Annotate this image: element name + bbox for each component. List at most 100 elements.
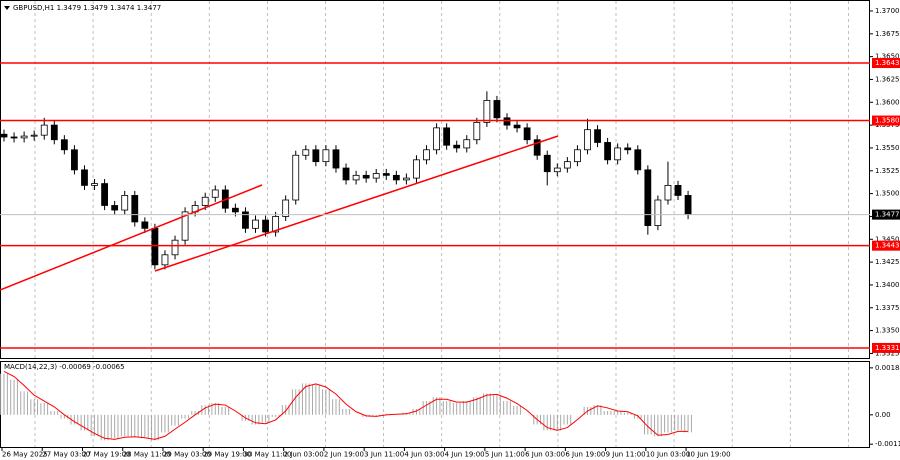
candle-body [0,133,8,138]
level-label: 1.3331 [875,344,900,352]
candle-body [634,149,642,171]
x-tick-label: 27 May 19:00 [82,451,130,459]
x-tick-label: 29 May 19:00 [203,451,251,459]
candle-body [624,147,632,151]
candle-body [201,196,209,206]
y-tick-label: 1.3500 [875,190,900,198]
candle-body [684,195,692,216]
candle-body [413,159,420,179]
candle-body [644,169,652,226]
y-tick-label: 1.3425 [875,258,900,266]
x-tick-label: 29 May 03:00 [163,451,211,459]
candle-body [282,199,290,217]
x-tick-label: 4 Jun 19:00 [445,451,485,459]
candle-body [171,239,179,256]
y-tick-label: 1.3350 [875,327,900,335]
candle-body [252,219,259,229]
candle-body [382,173,390,176]
candle-body [91,183,98,186]
x-tick-label: 6 Jun 19:00 [565,451,605,459]
x-tick-label: 10 Jun 03:00 [646,451,690,459]
y-tick-label: 1.3375 [875,304,900,312]
candle-body [423,149,430,161]
candle-body [71,149,78,171]
level-label-box [872,342,900,353]
candle-body [553,167,561,173]
level-label-box [872,115,900,126]
candle-body [292,154,300,201]
y-tick-label: 1.3525 [875,167,900,175]
x-tick-label: 10 Jun 19:00 [686,451,730,459]
y-tick-label: 1.3400 [875,281,900,289]
collapse-icon[interactable] [4,6,10,10]
candle-body [604,142,611,161]
candle-body [463,139,471,149]
candle-body [10,136,18,139]
candle-body [101,183,108,206]
candle-body [60,139,68,151]
candle-body [272,216,280,233]
y-tick-label: 0.00184 [875,364,900,372]
x-tick-label: 30 May 11:00 [243,451,291,459]
y-tick-label: 0.00 [875,411,891,419]
candle-body [302,149,310,156]
candle-body [674,184,682,196]
candle-body [654,199,662,226]
candle-body [563,161,571,169]
candle-body [392,174,400,181]
candle-body [614,147,622,161]
candle-body [262,219,269,233]
y-tick-label: 1.3325 [875,349,900,357]
candle-body [493,100,501,119]
y-tick-label: -0.00115 [875,440,900,448]
trend-line [0,184,263,291]
candle-body [594,129,601,143]
last-price-label: 1.3477 [875,211,900,219]
candle-body [503,117,511,126]
candle-body [312,149,320,163]
candle-body [141,221,149,229]
candle-body [131,195,139,223]
candle-body [30,134,38,137]
macd-panel-frame [0,361,870,448]
y-tick-label: 1.3700 [875,7,900,15]
candle-body [543,154,551,173]
y-tick-label: 1.3550 [875,144,900,152]
price-panel [0,91,692,270]
x-tick-label: 6 Jun 03:00 [525,451,565,459]
level-label: 1.3443 [875,242,900,250]
candle-body [584,129,591,151]
candle-body [151,227,159,266]
candle-body [402,177,410,181]
y-tick-label: 1.3625 [875,75,900,83]
level-label: 1.3580 [875,117,900,125]
candle-body [433,127,440,151]
candle-body [161,254,169,266]
x-tick-label: 2 Jun 03:00 [284,451,324,459]
y-tick-label: 1.3450 [875,235,900,243]
candle-body [533,139,541,156]
y-tick-label: 1.3600 [875,98,900,106]
candle-body [181,211,189,241]
candle-body [50,124,58,141]
candle-body [121,195,129,211]
x-tick-label: 2 Jun 19:00 [324,451,364,459]
candle-body [372,173,380,179]
macd-title: MACD(14,22,3) -0.00069 -0.00065 [4,363,125,371]
candle-body [20,135,28,139]
candle-body [332,149,340,169]
x-tick-label: 26 May 2025 [2,451,48,459]
candle-body [574,149,581,163]
grid [34,1,849,447]
x-tick-label: 28 May 11:00 [123,451,171,459]
y-tick-label: 1.3675 [875,30,900,38]
candle-body [40,124,48,136]
candle-body [242,211,249,229]
candle-body [362,174,370,179]
chart-title: GBPUSD,H1 1.3479 1.3479 1.3474 1.3477 [13,4,161,12]
last-price-box [872,209,900,220]
candle-body [352,174,360,181]
candle-body [523,127,531,141]
x-tick-label: 4 Jun 03:00 [404,451,444,459]
